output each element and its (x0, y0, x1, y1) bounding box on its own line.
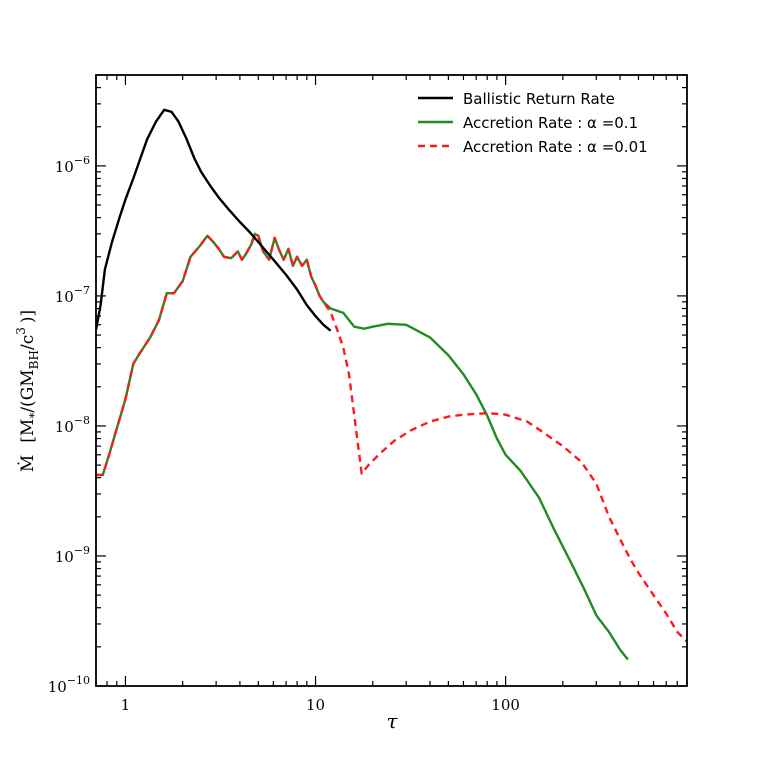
series-ballistic-return-line (96, 108, 332, 332)
y-axis-title: Ṁ [M*/(GMBH/c3)] (14, 310, 41, 472)
y-tick-label: 10−9 (55, 544, 90, 566)
x-tick-label: 100 (491, 696, 520, 714)
legend: Ballistic Return Rate Accretion Rate : α… (418, 90, 648, 156)
plot-frame (95, 74, 688, 687)
y-title-mdot: Ṁ (17, 455, 38, 472)
y-title-close: )] (18, 310, 38, 323)
x-axis-title: τ (386, 709, 398, 733)
y-tick-label: 10−10 (48, 674, 90, 696)
y-title-cube: 3 (14, 327, 28, 335)
y-title-c: /c (18, 335, 38, 350)
legend-label-ballistic: Ballistic Return Rate (463, 90, 615, 108)
y-title-star: * (27, 413, 41, 419)
y-title-gm: /(GM (18, 369, 38, 412)
tick-labels-layer: 1 10 100 10−10 10−9 10−8 10−7 10−6 (48, 154, 520, 714)
y-tick-label: 10−8 (55, 414, 90, 436)
ticks-layer (95, 74, 688, 687)
series-layer (96, 108, 687, 661)
x-tick-label: 1 (121, 696, 131, 714)
y-tick-label: 10−6 (55, 154, 90, 176)
series-accretion-alpha-0-01-line (96, 232, 687, 643)
y-title-open: [M (18, 419, 38, 443)
x-tick-label: 10 (306, 696, 325, 714)
y-title-bh: BH (27, 350, 41, 369)
legend-label-alpha-0-01: Accretion Rate : α =0.01 (463, 138, 648, 156)
y-tick-label: 10−7 (55, 284, 90, 306)
legend-label-alpha-0-1: Accretion Rate : α =0.1 (463, 114, 638, 132)
